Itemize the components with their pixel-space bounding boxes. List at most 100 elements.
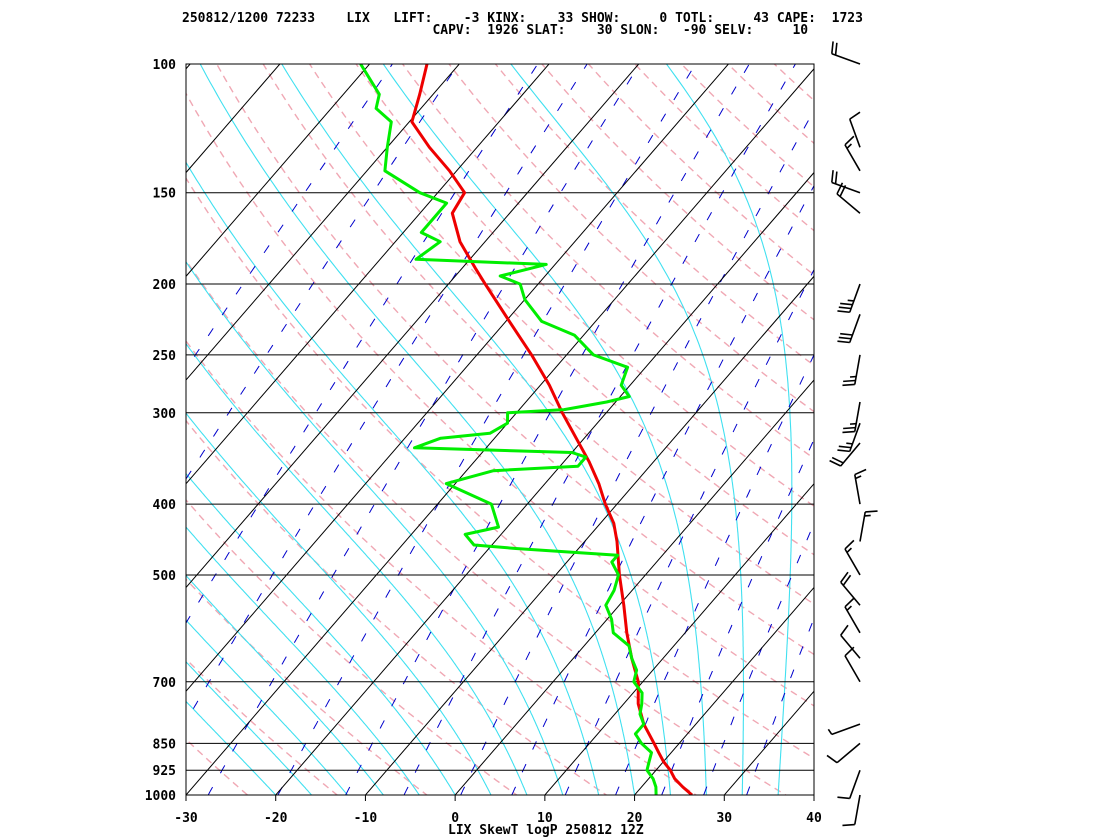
plot-frame [185, 63, 815, 796]
moist-adiabat [186, 412, 492, 795]
temperature-tick-label: -10 [354, 811, 378, 826]
header-line-1: 250812/1200 72233 LIX LIFT: -3 KINX: 33 … [182, 11, 863, 26]
wind-barb [859, 510, 878, 542]
isotherm [186, 64, 460, 381]
dry-adiabat [186, 92, 814, 707]
wind-barb [827, 723, 861, 736]
wind-barb [837, 422, 861, 453]
wind-barb [844, 597, 861, 634]
pressure-tick-label: 700 [153, 676, 177, 691]
mixing-ratio-line [186, 64, 393, 370]
wind-barb [842, 794, 861, 827]
moist-adiabat [186, 161, 600, 795]
dry-adiabat [308, 64, 814, 556]
mixing-ratio-line [403, 64, 796, 795]
wind-barb [831, 170, 861, 194]
temperature-tick-labels: -30 -20 -10 0 10 20 30 40 [174, 795, 822, 826]
header-line-2: CAPV: 1926 SLAT: 30 SLON: -90 SELV: 10 [182, 23, 808, 38]
temperature-tick-label: -20 [264, 811, 288, 826]
mixing-ratio-line [703, 522, 814, 795]
dry-adiabat [262, 64, 814, 605]
dry-adiabat [633, 64, 814, 232]
pressure-tick-labels: 100 150 200 250 300 400 500 700 850 925 1000 [145, 58, 176, 804]
dry-adiabat [448, 64, 814, 413]
moist-adiabat [510, 64, 745, 795]
isotherm [186, 64, 640, 589]
isotherm [0, 31, 129, 811]
temperature-tick-label: 40 [806, 811, 822, 826]
mixing-ratio-line [615, 353, 814, 795]
dry-adiabat [186, 738, 249, 795]
dewpoint-profile [359, 64, 658, 795]
isotherm [186, 64, 550, 485]
isotherm [723, 690, 814, 795]
temperature-tick-label: 10 [537, 811, 553, 826]
mixing-ratio-line [661, 438, 814, 795]
dry-adiabat [541, 64, 814, 321]
pressure-tick-label: 850 [153, 737, 177, 752]
mixing-ratio-line [345, 64, 750, 795]
wind-barb [837, 283, 861, 314]
dry-adiabat [186, 578, 429, 795]
pressure-tick-label: 925 [153, 764, 176, 779]
moist-adiabats [186, 64, 793, 795]
dry-adiabat [186, 339, 698, 795]
profiles [359, 64, 693, 795]
wind-barb [848, 111, 861, 148]
wind-barb [826, 742, 861, 764]
pressure-tick-label: 400 [153, 498, 177, 513]
wind-barb [842, 354, 861, 387]
isotherm [633, 586, 814, 795]
isotherm [0, 31, 40, 811]
isotherm [544, 483, 814, 795]
pressure-tick-label: 1000 [145, 789, 176, 804]
moist-adiabat [281, 64, 672, 795]
pressure-tick-label: 250 [153, 349, 177, 364]
moist-adiabat [199, 64, 636, 795]
temperature-tick-label: -30 [174, 811, 198, 826]
isotherm [186, 64, 281, 174]
mixing-ratio-line [511, 184, 814, 795]
wind-barb [836, 182, 861, 214]
wind-barb [837, 314, 861, 344]
temperature-profile [410, 64, 693, 795]
dry-adiabat [726, 64, 814, 145]
dry-adiabat [355, 64, 814, 507]
dry-adiabat [680, 64, 814, 188]
moist-adiabat [382, 64, 707, 795]
dry-adiabat [401, 64, 814, 460]
wind-barb [844, 135, 861, 172]
temperature-tick-label: 20 [627, 811, 643, 826]
wind-barb [854, 468, 867, 505]
temperature-tick-label: 30 [716, 811, 732, 826]
pressure-tick-label: 150 [153, 187, 177, 202]
isotherm [186, 68, 814, 795]
isotherm [275, 171, 814, 795]
pressure-tick-label: 300 [153, 407, 177, 422]
chart-title: LIX SkewT logP 250812 12Z [448, 823, 644, 838]
temperature-tick-label: 0 [451, 811, 459, 826]
wind-barb [837, 769, 861, 800]
wind-barb [844, 539, 861, 576]
isotherm [454, 379, 814, 795]
dry-adiabat [186, 498, 518, 795]
mixing-ratio-line [207, 64, 641, 795]
isobars [186, 64, 814, 795]
mixing-ratio-line [277, 64, 696, 795]
pressure-tick-label: 100 [153, 58, 177, 73]
wind-barb [831, 41, 861, 65]
wind-barb [844, 646, 861, 683]
wind-barb [829, 442, 861, 467]
wind-barb [840, 571, 861, 606]
wind-barbs [826, 41, 878, 827]
wind-barb [842, 401, 861, 434]
isotherms [0, 31, 814, 811]
dry-adiabat [773, 64, 814, 102]
isotherm [364, 275, 814, 795]
wind-barb [840, 624, 861, 659]
mixing-ratio-line [746, 617, 814, 795]
isotherm [186, 64, 730, 693]
thermodynamic-background [0, 31, 814, 811]
pressure-tick-label: 200 [153, 278, 177, 293]
